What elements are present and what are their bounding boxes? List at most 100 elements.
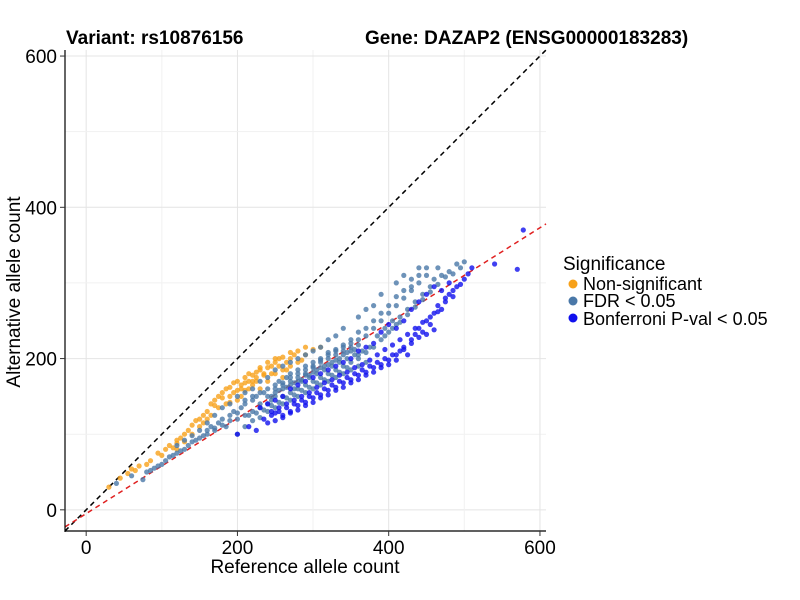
point-fdr-0-05 — [393, 280, 399, 286]
point-bonferroni-p-val-0-05 — [265, 401, 271, 407]
point-bonferroni-p-val-0-05 — [423, 331, 430, 337]
point-fdr-0-05 — [344, 365, 350, 371]
point-fdr-0-05 — [257, 378, 263, 384]
point-bonferroni-p-val-0-05 — [520, 227, 526, 233]
point-bonferroni-p-val-0-05 — [344, 374, 350, 381]
point-non-significant — [227, 384, 233, 390]
point-non-significant — [212, 397, 218, 403]
point-fdr-0-05 — [435, 265, 441, 271]
point-bonferroni-p-val-0-05 — [268, 412, 275, 418]
point-fdr-0-05 — [178, 448, 184, 454]
point-bonferroni-p-val-0-05 — [427, 314, 433, 320]
point-fdr-0-05 — [280, 363, 286, 369]
point-bonferroni-p-val-0-05 — [469, 265, 475, 271]
point-fdr-0-05 — [250, 386, 256, 392]
point-fdr-0-05 — [250, 418, 256, 424]
point-non-significant — [238, 393, 244, 399]
point-non-significant — [250, 378, 256, 384]
point-fdr-0-05 — [272, 390, 278, 396]
point-non-significant — [197, 416, 203, 422]
point-fdr-0-05 — [408, 276, 414, 282]
point-fdr-0-05 — [306, 384, 312, 390]
point-non-significant — [212, 402, 218, 409]
point-non-significant — [284, 367, 290, 373]
point-fdr-0-05 — [427, 289, 433, 295]
point-fdr-0-05 — [355, 352, 361, 358]
point-fdr-0-05 — [287, 371, 293, 377]
point-bonferroni-p-val-0-05 — [416, 325, 422, 331]
point-fdr-0-05 — [212, 425, 218, 431]
point-fdr-0-05 — [457, 265, 464, 271]
legend-swatch-fdr — [568, 296, 578, 306]
point-non-significant — [117, 475, 123, 481]
legend-title: Significance — [563, 254, 665, 275]
point-bonferroni-p-val-0-05 — [412, 331, 418, 337]
point-non-significant — [268, 363, 275, 369]
point-fdr-0-05 — [261, 390, 267, 396]
point-bonferroni-p-val-0-05 — [234, 431, 240, 437]
legend: Significance Non-significant FDR < 0.05 … — [563, 254, 768, 329]
point-bonferroni-p-val-0-05 — [382, 346, 388, 353]
point-non-significant — [159, 452, 165, 458]
point-bonferroni-p-val-0-05 — [435, 309, 441, 315]
point-bonferroni-p-val-0-05 — [321, 380, 327, 386]
point-fdr-0-05 — [363, 359, 369, 365]
point-fdr-0-05 — [363, 333, 369, 339]
point-bonferroni-p-val-0-05 — [310, 374, 316, 381]
point-fdr-0-05 — [401, 295, 407, 301]
point-bonferroni-p-val-0-05 — [318, 371, 324, 377]
point-bonferroni-p-val-0-05 — [310, 399, 316, 405]
point-non-significant — [268, 371, 275, 377]
point-fdr-0-05 — [280, 380, 286, 386]
point-fdr-0-05 — [318, 344, 324, 350]
point-fdr-0-05 — [340, 325, 346, 331]
point-non-significant — [261, 371, 267, 377]
point-fdr-0-05 — [113, 480, 119, 486]
point-bonferroni-p-val-0-05 — [314, 384, 320, 390]
point-non-significant — [197, 424, 203, 430]
point-fdr-0-05 — [333, 333, 339, 339]
point-non-significant — [178, 435, 184, 441]
point-fdr-0-05 — [219, 416, 225, 422]
point-fdr-0-05 — [200, 433, 206, 439]
point-bonferroni-p-val-0-05 — [325, 367, 331, 373]
point-fdr-0-05 — [378, 310, 384, 316]
point-non-significant — [231, 390, 237, 396]
point-bonferroni-p-val-0-05 — [442, 299, 448, 305]
point-non-significant — [200, 412, 206, 418]
legend-entry-bonferroni: Bonferroni P-val < 0.05 — [568, 309, 768, 329]
point-fdr-0-05 — [147, 467, 154, 474]
point-fdr-0-05 — [310, 348, 316, 354]
point-non-significant — [280, 354, 286, 360]
point-fdr-0-05 — [212, 412, 218, 418]
point-bonferroni-p-val-0-05 — [405, 352, 411, 358]
point-bonferroni-p-val-0-05 — [371, 340, 377, 346]
point-fdr-0-05 — [442, 274, 448, 280]
point-bonferroni-p-val-0-05 — [386, 357, 392, 363]
point-fdr-0-05 — [302, 367, 309, 373]
point-bonferroni-p-val-0-05 — [420, 329, 426, 335]
point-non-significant — [280, 374, 286, 381]
point-bonferroni-p-val-0-05 — [371, 369, 377, 375]
point-fdr-0-05 — [340, 342, 346, 348]
point-non-significant — [295, 359, 301, 365]
point-bonferroni-p-val-0-05 — [363, 369, 369, 375]
point-fdr-0-05 — [242, 397, 248, 403]
y-tick-label: 400 — [25, 198, 57, 219]
point-bonferroni-p-val-0-05 — [378, 362, 384, 368]
legend-label-non-significant: Non-significant — [583, 274, 702, 294]
point-fdr-0-05 — [389, 318, 396, 324]
point-bonferroni-p-val-0-05 — [363, 344, 369, 350]
point-bonferroni-p-val-0-05 — [284, 405, 290, 411]
point-fdr-0-05 — [416, 265, 422, 271]
point-fdr-0-05 — [181, 437, 188, 443]
point-bonferroni-p-val-0-05 — [318, 392, 324, 398]
point-bonferroni-p-val-0-05 — [427, 321, 433, 328]
point-fdr-0-05 — [155, 463, 161, 469]
point-bonferroni-p-val-0-05 — [386, 362, 392, 368]
point-fdr-0-05 — [250, 397, 256, 403]
point-fdr-0-05 — [329, 372, 335, 378]
point-non-significant — [170, 445, 176, 451]
x-axis-title: Reference allele count — [210, 557, 400, 578]
point-bonferroni-p-val-0-05 — [306, 390, 312, 396]
